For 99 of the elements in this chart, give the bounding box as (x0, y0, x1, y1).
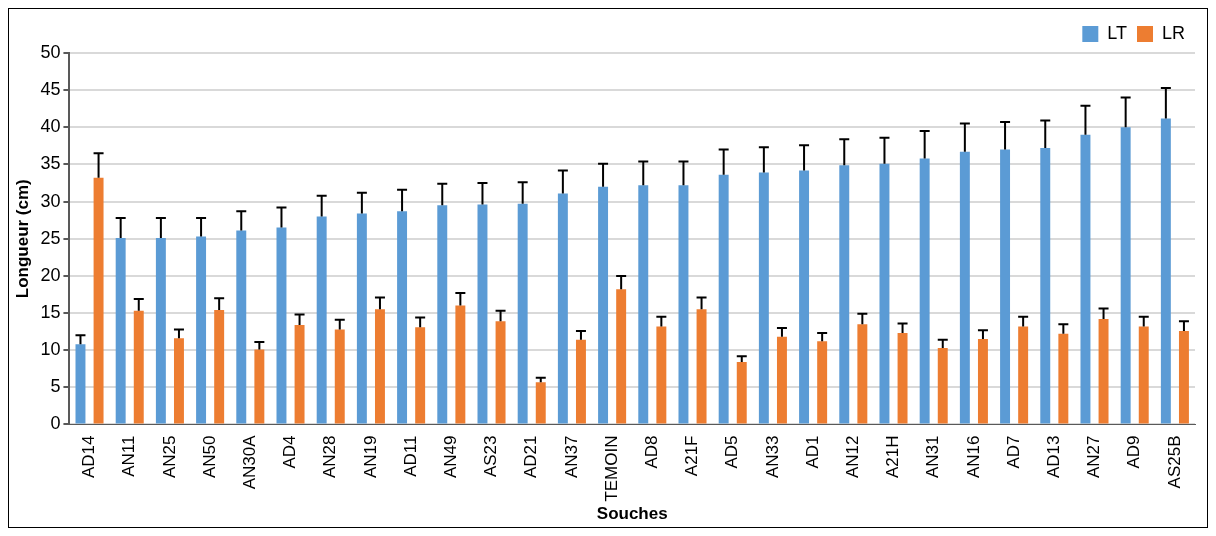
bar (817, 341, 828, 424)
bar (1160, 118, 1171, 424)
x-tick-label: AD8 (642, 435, 661, 469)
bar (294, 324, 305, 424)
bar (495, 321, 506, 424)
bar (477, 204, 488, 424)
x-tick-label: AD4 (280, 435, 300, 469)
bar (857, 324, 868, 424)
x-tick-label: A21H (883, 435, 903, 479)
x-tick-label: AN30A (240, 434, 260, 490)
bar (758, 172, 769, 424)
x-tick-label: AD11 (400, 435, 420, 477)
bar (977, 339, 988, 424)
x-tick-label: AN16 (963, 435, 983, 479)
bar (93, 177, 104, 424)
legend-label: LR (1161, 22, 1186, 43)
x-tick-label: AD21 (521, 435, 541, 479)
x-tick-label: AN27 (1084, 435, 1104, 479)
x-tick-label: A21F (682, 435, 702, 477)
bar (173, 338, 184, 424)
x-tick-label: AN12 (842, 435, 862, 479)
bar (718, 174, 729, 424)
bar (75, 344, 86, 424)
x-tick-label: AN50 (199, 435, 219, 479)
bar (535, 382, 546, 424)
bar (1178, 330, 1189, 424)
x-tick-label: TEMOIN (601, 435, 621, 502)
x-tick-label: AN31 (923, 435, 943, 479)
bar (736, 362, 747, 424)
bar (254, 349, 265, 424)
x-tick-label: AN25 (159, 435, 179, 479)
bar (1058, 333, 1069, 424)
x-tick-label: AD14 (79, 435, 99, 479)
y-axis-title: Longueur (cm) (12, 179, 32, 299)
bar (1018, 326, 1029, 424)
bar (276, 227, 287, 424)
bar (557, 193, 568, 424)
x-tick-label: AD1 (802, 435, 822, 469)
bar (1120, 127, 1131, 424)
bar (575, 339, 586, 424)
bar (334, 329, 345, 424)
bar (616, 289, 627, 424)
bar (517, 203, 528, 424)
bar (356, 213, 367, 424)
bar (799, 170, 810, 424)
y-tick-label: 45 (40, 79, 61, 100)
bar (1080, 134, 1091, 424)
bar (897, 333, 908, 424)
bar (1000, 149, 1011, 424)
bar (155, 238, 166, 424)
x-tick-label: AD13 (1043, 435, 1063, 479)
bar (937, 347, 948, 424)
y-tick-label: 40 (40, 116, 61, 137)
y-tick-label: 5 (50, 376, 61, 397)
x-tick-label: AN19 (360, 435, 380, 479)
x-tick-label: AN28 (320, 435, 340, 479)
y-tick-label: 30 (40, 190, 61, 211)
bar (374, 309, 385, 424)
bar (1138, 326, 1149, 424)
y-tick-label: 10 (40, 339, 61, 360)
bar (214, 310, 225, 424)
legend-label: LT (1107, 22, 1127, 43)
bar (437, 205, 448, 424)
bar (455, 305, 466, 424)
bar (115, 238, 126, 424)
x-tick-label: AN11 (119, 435, 139, 477)
bar (678, 185, 689, 424)
bar (638, 185, 649, 424)
y-tick-label: 15 (40, 302, 61, 323)
bar (919, 158, 930, 424)
bar (236, 230, 247, 424)
bar (196, 236, 207, 424)
bar (1098, 318, 1109, 424)
bar (696, 309, 707, 424)
bar (133, 310, 144, 424)
y-tick-label: 50 (40, 41, 61, 62)
x-tick-label: AD7 (1003, 435, 1023, 469)
bar (656, 326, 667, 424)
y-tick-label: 25 (40, 227, 61, 248)
x-tick-label: AS23 (481, 435, 501, 478)
bar (879, 163, 890, 424)
bar (415, 327, 426, 424)
bar (776, 336, 787, 424)
x-tick-label: AD9 (1124, 435, 1144, 469)
bar (1040, 148, 1051, 424)
y-tick-label: 0 (50, 413, 61, 434)
x-tick-label: AS25B (1164, 435, 1184, 489)
x-axis-title: Souches (596, 504, 668, 524)
x-tick-label: AN33 (762, 435, 782, 479)
bar (598, 186, 609, 424)
y-tick-label: 20 (40, 264, 61, 285)
bar (316, 216, 327, 424)
bar (397, 211, 408, 424)
y-tick-label: 35 (40, 153, 61, 174)
x-tick-label: AD5 (722, 435, 742, 469)
bar (959, 151, 970, 424)
x-tick-label: AN37 (561, 435, 581, 479)
x-tick-label: AN49 (441, 435, 460, 479)
bar (839, 165, 850, 424)
